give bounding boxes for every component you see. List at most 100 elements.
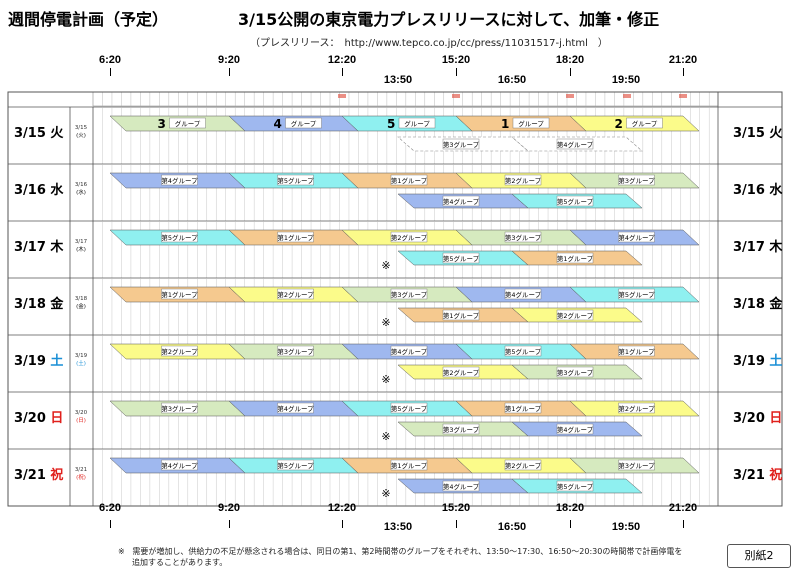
group-label-sub-box <box>556 423 594 435</box>
group-number: 1 <box>501 117 509 131</box>
time-label-1950-top: 19:50 <box>611 74 641 86</box>
time-label-1220-top: 12:20 <box>327 54 357 66</box>
group-label: 第5グループ <box>391 404 428 413</box>
group-label-sub-box <box>442 480 480 492</box>
day-small-dow: (木) <box>76 245 86 253</box>
asterisk-mark: ※ <box>381 259 390 272</box>
group-label: 第5グループ <box>505 347 542 356</box>
time-label-1520-top: 15:20 <box>441 54 471 66</box>
group-label: グループ <box>632 119 658 128</box>
group-label-sub: 第4グループ <box>443 482 480 491</box>
asterisk-mark: ※ <box>381 430 390 443</box>
group-label: 第5グループ <box>277 176 314 185</box>
group-label-box <box>277 402 314 414</box>
group-label-sub: 第5グループ <box>443 254 480 263</box>
group-label-box <box>161 345 198 357</box>
day-small-date: 3/15 <box>75 125 88 131</box>
group-label-sub-box <box>556 309 594 321</box>
group-label: 第2グループ <box>391 233 428 242</box>
group-label: 第5グループ <box>618 290 655 299</box>
time-label-1220-bottom: 12:20 <box>327 502 357 514</box>
day-label-right: 3/15 火 <box>733 126 783 141</box>
footnote-mark: ※ <box>118 547 125 556</box>
group-label-sub: 第1グループ <box>557 254 594 263</box>
group-label-box <box>512 117 550 129</box>
time-strip-marker <box>623 94 631 98</box>
group-label-sub: 第3グループ <box>557 368 594 377</box>
group-label-sub-box <box>442 423 480 435</box>
time-label-1820-top: 18:20 <box>555 54 585 66</box>
group-label-box <box>618 459 655 471</box>
group-label-sub-box <box>442 138 480 150</box>
day-label-left: 3/19 土 <box>14 353 63 369</box>
group-label: グループ <box>518 119 544 128</box>
group-label-sub: 第2グループ <box>443 368 480 377</box>
group-label: 第2グループ <box>505 176 542 185</box>
time-label-1820-bottom: 18:20 <box>555 502 585 514</box>
group-label-box <box>390 174 428 186</box>
group-label: 第1グループ <box>391 461 428 470</box>
day-label-left: 3/16 水 <box>14 182 64 198</box>
group-label-sub: 第4グループ <box>443 197 480 206</box>
day-small-dow: (火) <box>76 133 86 139</box>
group-label: 第1グループ <box>277 233 314 242</box>
page-title: 週間停電計画（予定） <box>8 10 169 29</box>
asterisk-mark: ※ <box>381 487 390 500</box>
group-label-box <box>390 459 428 471</box>
group-label-box <box>390 231 428 243</box>
group-label: 第3グループ <box>391 290 428 299</box>
group-label: 第5グループ <box>277 461 314 470</box>
day-label-left: 3/18 金 <box>14 296 64 312</box>
group-label-box <box>161 402 198 414</box>
day-label-right: 3/19 土 <box>733 353 782 369</box>
group-label-box <box>161 174 198 186</box>
group-label-box <box>504 345 542 357</box>
time-label-0620-bottom: 6:20 <box>98 502 122 514</box>
group-label-box <box>277 345 314 357</box>
group-label-sub: 第1グループ <box>443 311 480 320</box>
group-label-box <box>398 117 436 129</box>
group-label-box <box>504 459 542 471</box>
group-label-sub-box <box>556 366 594 378</box>
group-label: 第1グループ <box>505 404 542 413</box>
day-label-left: 3/17 木 <box>14 239 64 255</box>
group-number: 5 <box>387 117 395 131</box>
group-label-box <box>169 117 206 129</box>
group-label-box <box>161 288 198 300</box>
group-label-box <box>285 117 322 129</box>
group-label: 第1グループ <box>618 347 655 356</box>
group-label: 第4グループ <box>505 290 542 299</box>
group-label-box <box>618 345 655 357</box>
group-label-box <box>277 174 314 186</box>
group-label: 第5グループ <box>161 233 198 242</box>
group-label: 第2グループ <box>277 290 314 299</box>
day-small-dow: (水) <box>76 188 86 196</box>
group-label-box <box>626 117 663 129</box>
group-label-sub: 第3グループ <box>443 425 480 434</box>
group-label: 第2グループ <box>505 461 542 470</box>
group-label-sub-box <box>556 480 594 492</box>
day-small-date: 3/16 <box>75 182 88 188</box>
group-label-box <box>504 402 542 414</box>
group-label-box <box>390 402 428 414</box>
time-label-0920-top: 9:20 <box>217 54 241 66</box>
group-label: 第3グループ <box>618 176 655 185</box>
time-label-1650-top: 16:50 <box>497 74 527 86</box>
group-label-sub-box <box>556 195 594 207</box>
group-label-box <box>277 459 314 471</box>
day-small-date: 3/21 <box>75 467 87 473</box>
group-number: 4 <box>274 117 282 131</box>
group-label: 第2グループ <box>161 347 198 356</box>
group-label-sub-box <box>442 195 480 207</box>
group-label: 第4グループ <box>391 347 428 356</box>
time-label-1350-top: 13:50 <box>383 74 413 86</box>
group-label-sub: 第4グループ <box>557 425 594 434</box>
group-label-sub: 第5グループ <box>557 482 594 491</box>
day-label-left: 3/15 火 <box>14 126 64 141</box>
time-label-2120-top: 21:20 <box>668 54 698 66</box>
group-label: 第4グループ <box>161 176 198 185</box>
day-small-dow: (土) <box>76 359 86 367</box>
day-label-right: 3/21 祝 <box>733 467 782 483</box>
footnote-line-1: 需要が増加し、供給力の不足が懸念される場合は、同日の第1、第2時間帯のグループを… <box>132 547 683 556</box>
